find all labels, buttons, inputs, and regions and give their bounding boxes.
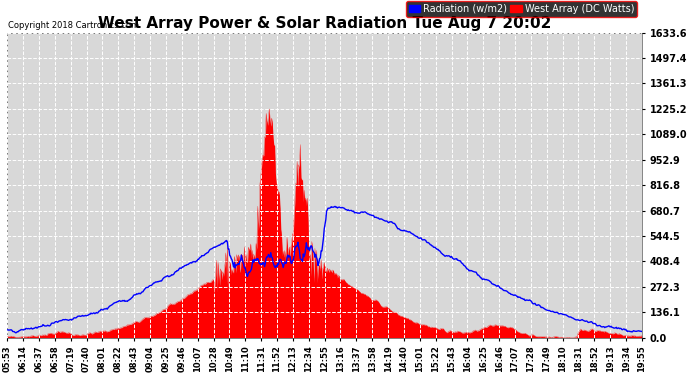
Text: Copyright 2018 Cartronics.com: Copyright 2018 Cartronics.com [8,21,139,30]
Title: West Array Power & Solar Radiation Tue Aug 7 20:02: West Array Power & Solar Radiation Tue A… [98,16,551,32]
Legend: Radiation (w/m2), West Array (DC Watts): Radiation (w/m2), West Array (DC Watts) [406,1,637,16]
